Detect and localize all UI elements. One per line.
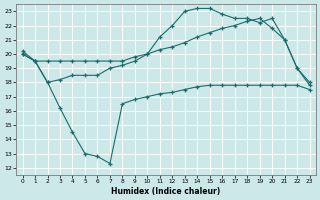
- X-axis label: Humidex (Indice chaleur): Humidex (Indice chaleur): [111, 187, 221, 196]
